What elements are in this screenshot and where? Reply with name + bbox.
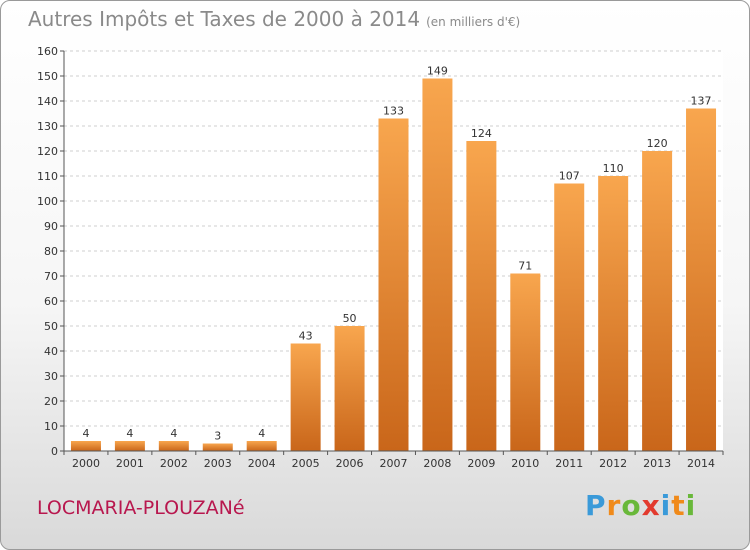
bar-value-label: 107 bbox=[559, 170, 580, 183]
y-tick-label: 10 bbox=[44, 420, 58, 433]
bar-2000 bbox=[70, 441, 101, 451]
bar-value-label: 124 bbox=[471, 127, 492, 140]
x-tick-label: 2004 bbox=[248, 457, 276, 470]
logo-letter: r bbox=[606, 489, 622, 522]
y-tick-label: 90 bbox=[44, 220, 58, 233]
y-tick-label: 150 bbox=[37, 70, 58, 83]
bar-2011 bbox=[554, 183, 585, 451]
bar-2014 bbox=[686, 108, 717, 451]
bar-value-label: 43 bbox=[299, 330, 313, 343]
bar-value-label: 110 bbox=[603, 162, 624, 175]
bar-value-label: 4 bbox=[170, 427, 177, 440]
bar-2009 bbox=[466, 141, 497, 451]
bar-2001 bbox=[114, 441, 145, 451]
y-tick-label: 160 bbox=[37, 45, 58, 58]
bar-value-label: 50 bbox=[343, 312, 357, 325]
x-tick-label: 2008 bbox=[423, 457, 451, 470]
bar-value-label: 4 bbox=[82, 427, 89, 440]
bar-value-label: 71 bbox=[518, 260, 532, 273]
y-tick-label: 140 bbox=[37, 95, 58, 108]
logo-letter: P bbox=[585, 489, 607, 522]
bar-2002 bbox=[158, 441, 189, 451]
x-tick-label: 2009 bbox=[467, 457, 495, 470]
chart-title-text: Autres Impôts et Taxes de 2000 à 2014 bbox=[28, 7, 421, 31]
bar-value-label: 120 bbox=[647, 137, 668, 150]
x-tick-label: 2005 bbox=[292, 457, 320, 470]
bar-2007 bbox=[378, 118, 409, 451]
bar-value-label: 3 bbox=[214, 430, 221, 443]
bar-2005 bbox=[290, 343, 321, 451]
logo-letter: i bbox=[685, 489, 697, 522]
x-tick-label: 2000 bbox=[72, 457, 100, 470]
y-tick-label: 80 bbox=[44, 245, 58, 258]
logo-letter: i bbox=[660, 489, 672, 522]
y-tick-label: 30 bbox=[44, 370, 58, 383]
chart-unit: (en milliers d'€) bbox=[426, 15, 521, 29]
bar-value-label: 133 bbox=[383, 105, 404, 118]
y-tick-label: 130 bbox=[37, 120, 58, 133]
bar-2012 bbox=[598, 176, 629, 451]
x-tick-label: 2003 bbox=[204, 457, 232, 470]
bar-value-label: 137 bbox=[691, 95, 712, 108]
y-tick-label: 20 bbox=[44, 395, 58, 408]
x-tick-label: 2010 bbox=[511, 457, 539, 470]
bar-2013 bbox=[642, 151, 673, 451]
x-tick-label: 2012 bbox=[599, 457, 627, 470]
y-tick-label: 60 bbox=[44, 295, 58, 308]
bar-2003 bbox=[202, 443, 233, 451]
x-tick-label: 2007 bbox=[380, 457, 408, 470]
proxiti-logo: Proxiti bbox=[585, 489, 696, 522]
x-tick-label: 2014 bbox=[687, 457, 715, 470]
commune-name: LOCMARIA-PLOUZANé bbox=[37, 497, 245, 519]
x-tick-label: 2006 bbox=[336, 457, 364, 470]
chart-title: Autres Impôts et Taxes de 2000 à 2014 (en… bbox=[28, 7, 520, 31]
logo-letter: x bbox=[641, 489, 661, 522]
x-tick-label: 2002 bbox=[160, 457, 188, 470]
x-tick-label: 2001 bbox=[116, 457, 144, 470]
x-tick-label: 2011 bbox=[555, 457, 583, 470]
bar-2008 bbox=[422, 78, 453, 451]
axes: 0 10 20 30 40 50 60 70 80 90 100 110 120 130 140 150 160… bbox=[37, 45, 724, 470]
y-tick-label: 100 bbox=[37, 195, 58, 208]
y-tick-label: 50 bbox=[44, 320, 58, 333]
bar-2004 bbox=[246, 441, 277, 451]
bar-2006 bbox=[334, 326, 365, 451]
x-tick-label: 2013 bbox=[643, 457, 671, 470]
y-tick-label: 0 bbox=[51, 445, 58, 458]
y-tick-label: 70 bbox=[44, 270, 58, 283]
bar-value-label: 4 bbox=[258, 427, 265, 440]
bar-value-label: 149 bbox=[427, 65, 448, 78]
logo-letter: t bbox=[671, 489, 686, 522]
y-tick-label: 120 bbox=[37, 145, 58, 158]
bar-2010 bbox=[510, 273, 541, 451]
bar-value-label: 4 bbox=[126, 427, 133, 440]
y-tick-label: 40 bbox=[44, 345, 58, 358]
y-tick-label: 110 bbox=[37, 170, 58, 183]
logo-letter: o bbox=[621, 489, 642, 522]
